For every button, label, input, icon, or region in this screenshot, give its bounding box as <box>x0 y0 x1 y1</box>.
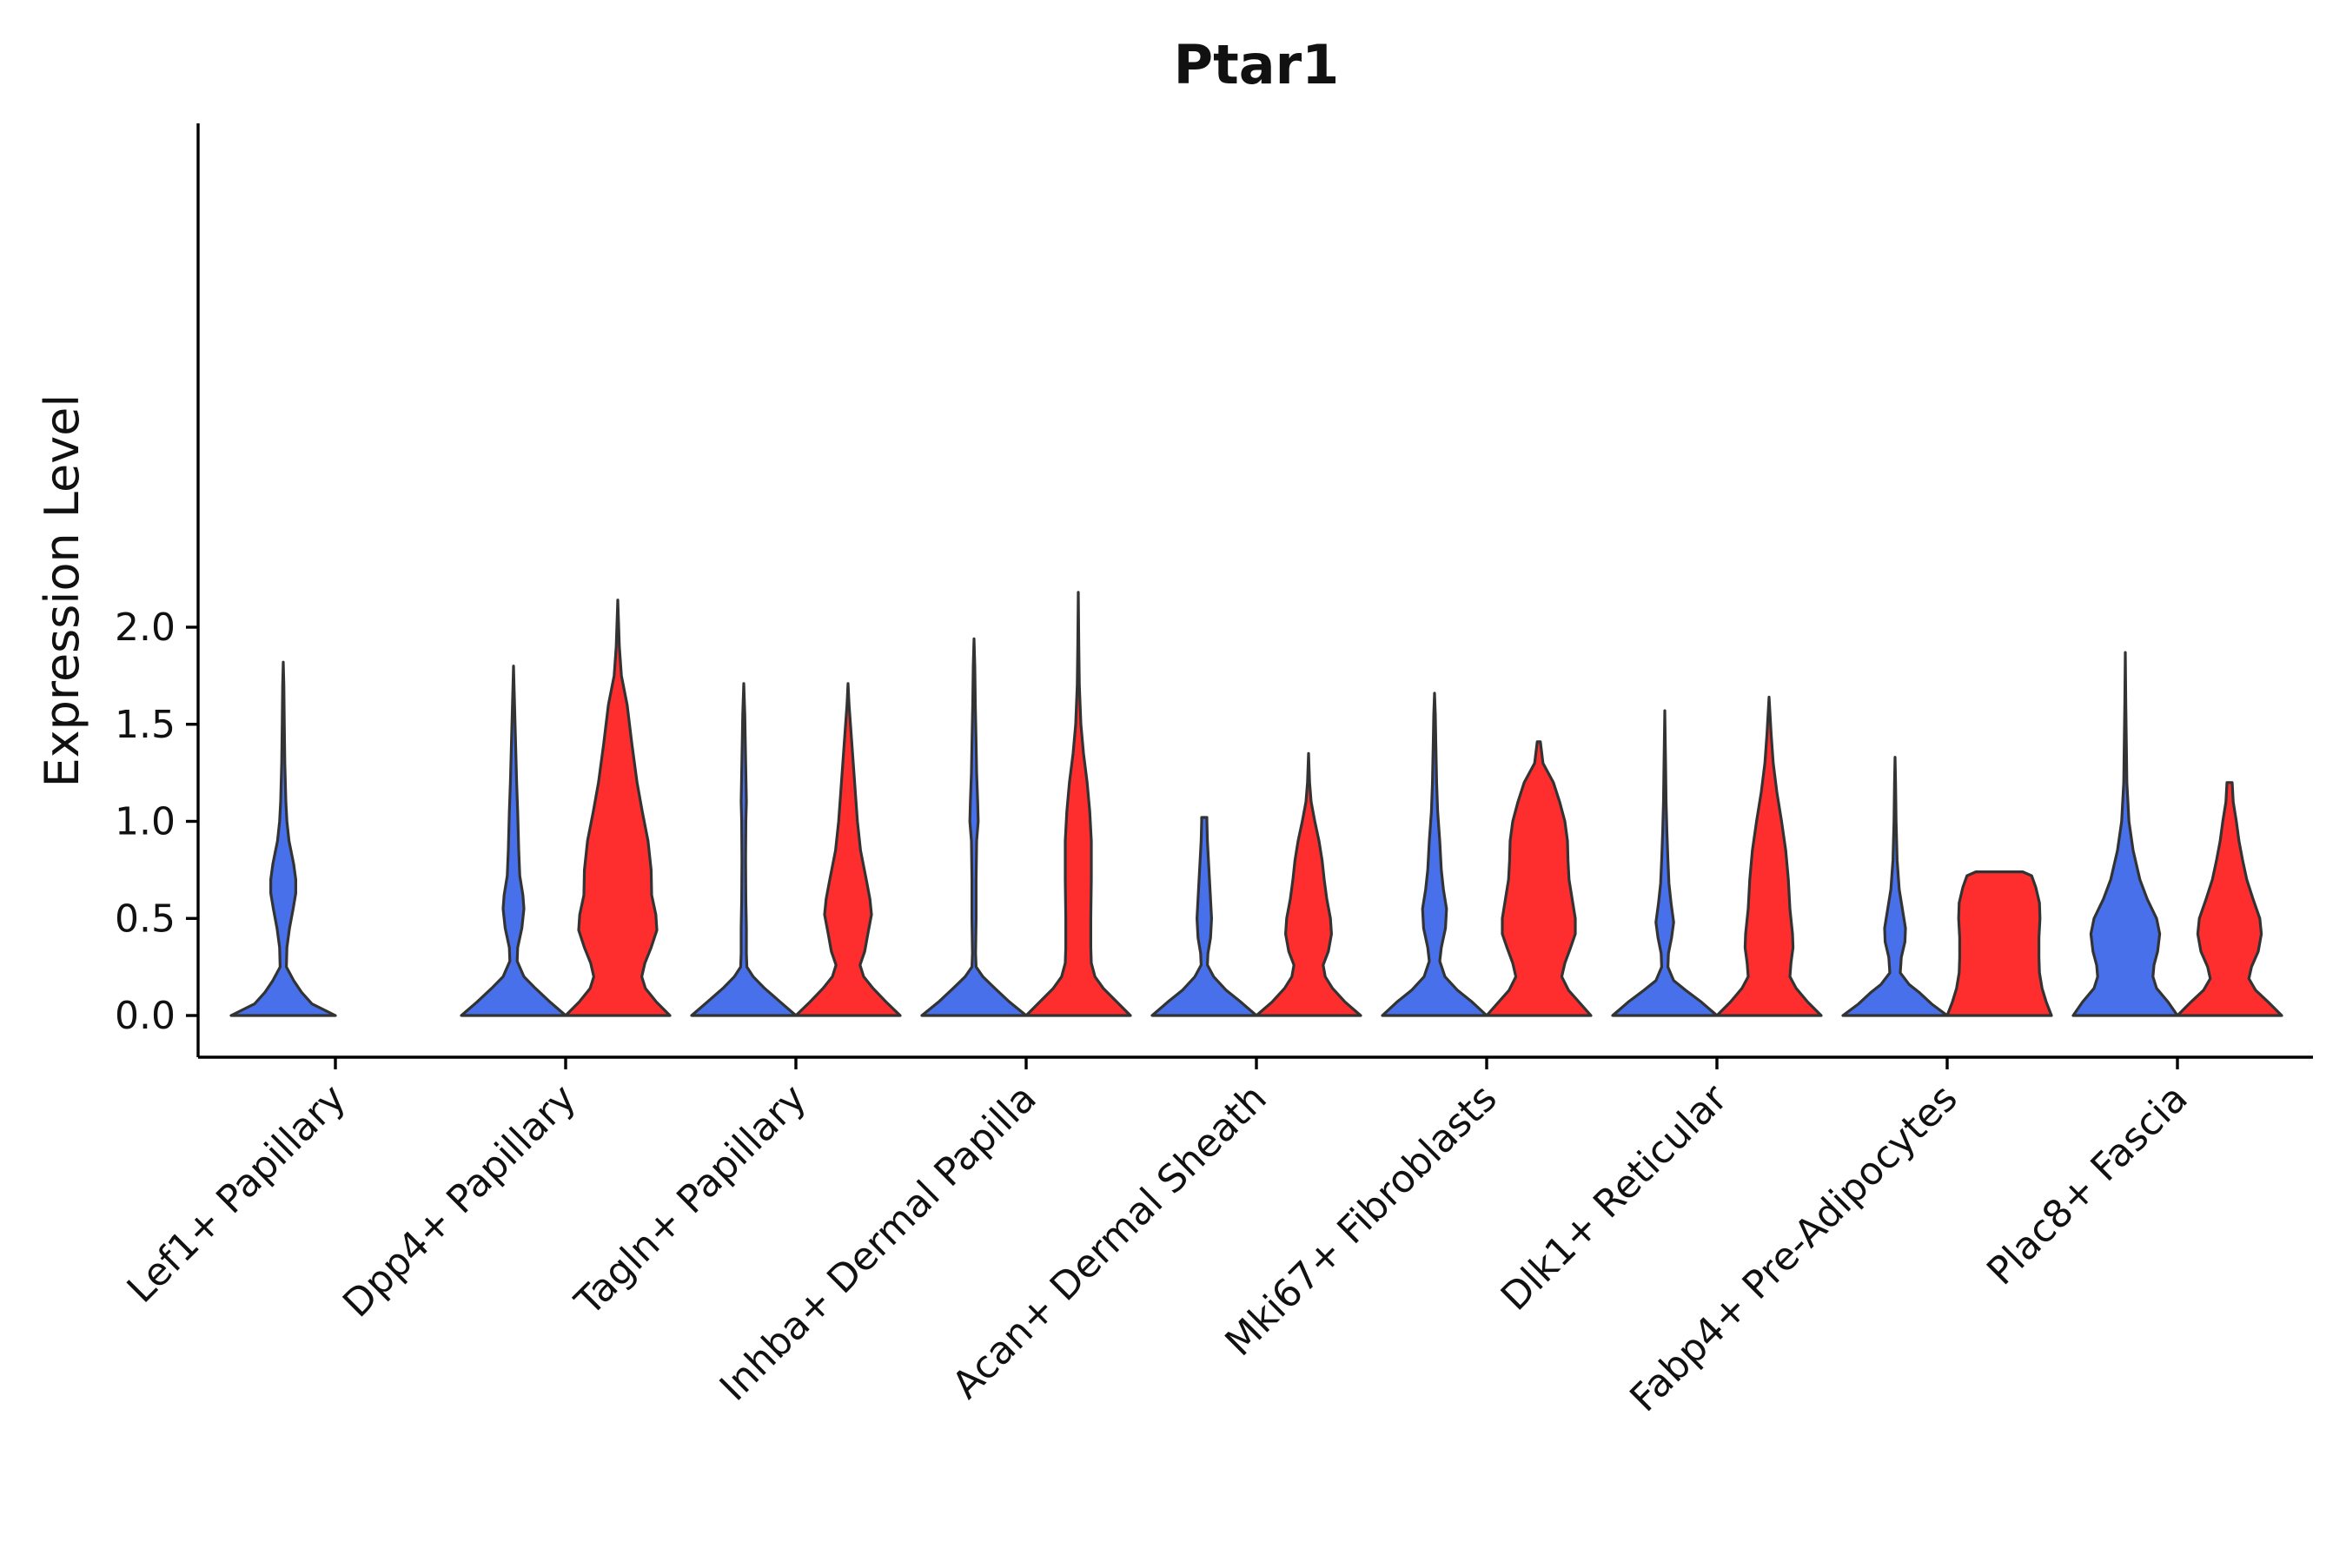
violin-group1-9 <box>2071 651 2179 1017</box>
y-tick-label-4: 2.0 <box>115 605 176 650</box>
violin-group2-2 <box>564 599 672 1017</box>
violin-group1-2 <box>460 665 567 1017</box>
violin-group1-7 <box>1611 709 1719 1017</box>
x-category-label-0: Lef1+ Papillary <box>119 1076 355 1312</box>
violin-group1-5 <box>1150 816 1258 1017</box>
violin-group2-5 <box>1255 751 1362 1017</box>
chart-title: Ptar1 <box>1174 33 1340 96</box>
violin-group1-8 <box>1841 756 1949 1017</box>
violins-layer <box>229 591 2283 1017</box>
violin-group1-1 <box>229 660 337 1017</box>
x-category-label-1: Dpp4+ Papillary <box>335 1076 585 1327</box>
y-tick-label-1: 0.5 <box>115 896 176 941</box>
violin-group2-8 <box>1945 870 2053 1017</box>
violin-group1-3 <box>690 682 798 1017</box>
y-tick-label-0: 0.0 <box>115 994 176 1038</box>
x-category-label-2: Tagln+ Papillary <box>567 1076 815 1325</box>
y-tick-label-2: 1.0 <box>115 800 176 844</box>
violin-group1-6 <box>1381 691 1488 1017</box>
violin-group2-3 <box>794 682 902 1017</box>
x-category-label-8: Plac8+ Fascia <box>1978 1076 2197 1294</box>
y-axis-label: Expression Level <box>35 394 89 788</box>
violin-group1-4 <box>920 637 1028 1017</box>
violin-group2-6 <box>1485 740 1593 1017</box>
x-category-label-6: Dlk1+ Reticular <box>1493 1075 1737 1320</box>
violin-group2-7 <box>1715 695 1823 1017</box>
violin-group2-9 <box>2176 781 2283 1017</box>
y-tick-label-3: 1.5 <box>115 703 176 747</box>
violin-group2-4 <box>1024 591 1132 1017</box>
